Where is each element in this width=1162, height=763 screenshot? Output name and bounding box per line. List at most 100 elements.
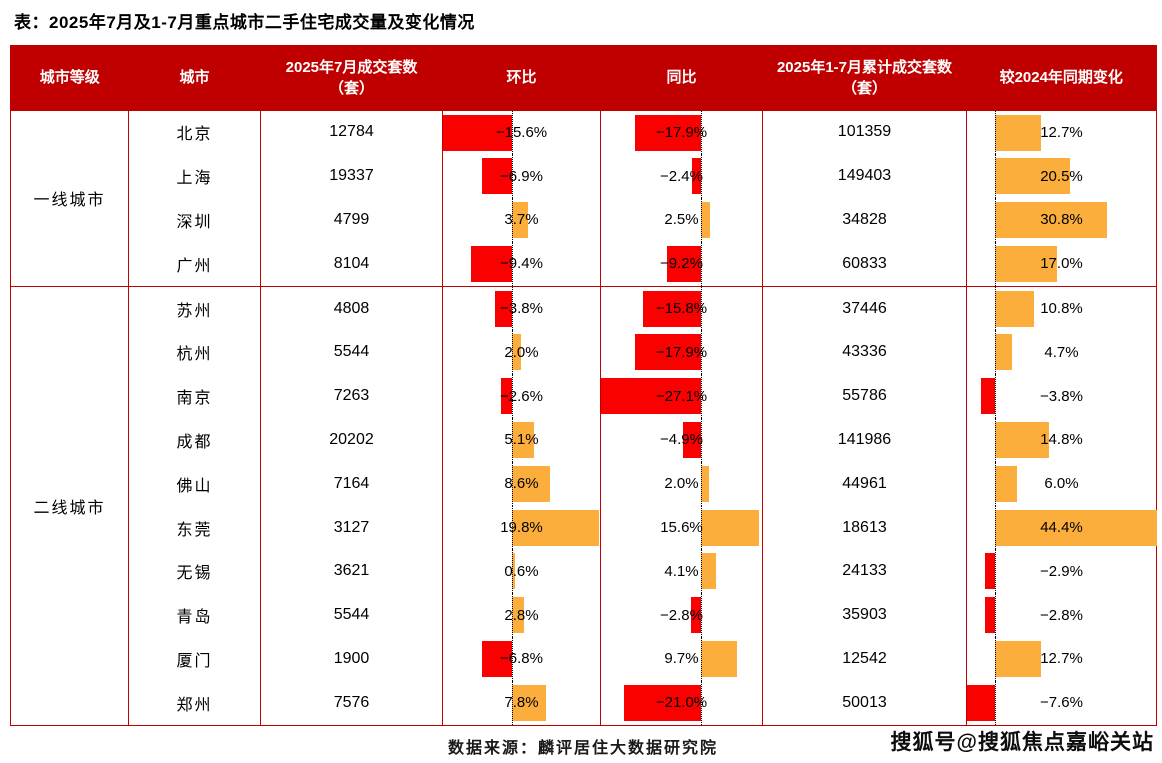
- yoy-value-label: −2.8%: [660, 606, 703, 624]
- page-title: 表：2025年7月及1-7月重点城市二手住宅成交量及变化情况: [14, 13, 475, 32]
- cell-city: 郑州: [128, 680, 261, 726]
- zero-axis-line: [995, 637, 997, 681]
- cell-mom: 2.8%: [442, 593, 601, 638]
- cell-mom: −6.9%: [442, 154, 601, 199]
- cell-cum-sales: 141986: [762, 418, 967, 462]
- positive-bar: [995, 465, 1017, 502]
- table-row: 一线城市 北京 12784 −15.6% −17.9% 101359 12.7%: [10, 110, 1157, 287]
- cell-yoy: −17.9%: [600, 110, 763, 155]
- cell-city: 无锡: [128, 549, 261, 594]
- mom-value-label: −2.6%: [500, 387, 543, 405]
- negative-bar: [690, 597, 702, 634]
- cell-cum-sales: 101359: [762, 110, 967, 155]
- yoy-value-label: 4.1%: [664, 562, 699, 580]
- zero-axis-line: [701, 549, 703, 594]
- cell-cum-sales: 18613: [762, 505, 967, 550]
- zero-axis-line: [701, 593, 703, 638]
- yoy-value-label: −21.0%: [655, 694, 708, 712]
- positive-bar: [995, 334, 1013, 371]
- yoy-value-label: 15.6%: [660, 519, 703, 537]
- cell-cum-sales: 149403: [762, 154, 967, 199]
- zero-axis-line: [995, 505, 997, 550]
- positive-bar: [512, 553, 515, 590]
- cell-city: 北京: [128, 110, 261, 155]
- cell-mom: −2.6%: [442, 374, 601, 419]
- zero-axis-line: [701, 505, 703, 550]
- positive-bar: [512, 465, 550, 502]
- zero-axis-line: [512, 549, 514, 594]
- negative-bar: [642, 290, 702, 327]
- zero-axis-line: [995, 198, 997, 242]
- negative-bar: [667, 245, 702, 282]
- zero-axis-line: [701, 110, 703, 155]
- cell-city: 杭州: [128, 330, 261, 375]
- cell-yoy: 2.5%: [600, 198, 763, 242]
- col-header-jul_sales: 2025年7月成交套数（套）: [260, 45, 443, 111]
- header-row: 城市等级 城市 2025年7月成交套数（套） 环比 同比 2025年1-7月累计成交套数（…: [10, 45, 1157, 111]
- cum_change-value-label: −3.8%: [1040, 387, 1083, 405]
- cell-jul-sales: 7164: [260, 461, 443, 506]
- zero-axis-line: [995, 154, 997, 199]
- cum_change-value-label: −2.8%: [1040, 606, 1083, 624]
- zero-axis-line: [995, 461, 997, 506]
- cell-cum-sales: 43336: [762, 330, 967, 375]
- cell-mom: −3.8%: [442, 285, 601, 331]
- positive-bar: [701, 202, 711, 239]
- zero-axis-line: [512, 637, 514, 681]
- cell-jul-sales: 4808: [260, 285, 443, 331]
- cell-yoy: −2.8%: [600, 593, 763, 638]
- cell-yoy: 9.7%: [600, 637, 763, 681]
- col-header-mom: 环比: [442, 45, 601, 111]
- table-row: 南京 7263 −2.6% −27.1% 55786 −3.8%: [11, 374, 1157, 419]
- zero-axis-line: [701, 418, 703, 462]
- cell-cum-sales: 37446: [762, 285, 967, 331]
- cell-cum-sales: 55786: [762, 374, 967, 419]
- zero-axis-line: [995, 374, 997, 419]
- cum_change-value-label: 20.5%: [1040, 167, 1083, 185]
- yoy-value-label: −17.9%: [655, 343, 708, 361]
- cell-mom: 3.7%: [442, 198, 601, 242]
- zero-axis-line: [512, 154, 514, 199]
- cum_change-value-label: 17.0%: [1040, 255, 1083, 273]
- col-header-tier: 城市等级: [10, 45, 129, 111]
- zero-axis-line: [512, 110, 514, 155]
- cell-city: 南京: [128, 374, 261, 419]
- table-row: 杭州 5544 2.0% −17.9% 43336 4.7%: [11, 330, 1157, 375]
- yoy-value-label: −27.1%: [655, 387, 708, 405]
- cum_change-value-label: 44.4%: [1040, 519, 1083, 537]
- col-header-city: 城市: [128, 45, 261, 111]
- negative-bar: [692, 158, 702, 195]
- cum_change-value-label: −2.9%: [1040, 562, 1083, 580]
- cell-yoy: 2.0%: [600, 461, 763, 506]
- yoy-value-label: −2.4%: [660, 167, 703, 185]
- negative-bar: [967, 684, 996, 721]
- yoy-value-label: 2.5%: [664, 211, 699, 229]
- yoy-value-label: −4.9%: [660, 431, 703, 449]
- zero-axis-line: [701, 154, 703, 199]
- table-row: 东莞 3127 19.8% 15.6% 18613 44.4%: [11, 505, 1157, 550]
- zero-axis-line: [701, 374, 703, 419]
- positive-bar: [701, 465, 709, 502]
- zero-axis-line: [995, 593, 997, 638]
- positive-bar: [995, 290, 1035, 327]
- negative-bar: [623, 684, 702, 721]
- zero-axis-line: [701, 461, 703, 506]
- yoy-value-label: −9.2%: [660, 255, 703, 273]
- negative-bar: [984, 597, 996, 634]
- table-body: 一线城市 北京 12784 −15.6% −17.9% 101359 12.7% 上海 1933…: [10, 110, 1157, 726]
- negative-bar: [481, 158, 513, 195]
- positive-bar: [512, 684, 547, 721]
- zero-axis-line: [995, 241, 997, 286]
- positive-bar: [701, 641, 738, 678]
- mom-value-label: −15.6%: [495, 123, 548, 141]
- cell-mom: 19.8%: [442, 505, 601, 550]
- table-row: 成都 20202 5.1% −4.9% 141986 14.8%: [11, 418, 1157, 462]
- mom-value-label: −3.8%: [500, 300, 543, 318]
- negative-bar: [443, 114, 513, 151]
- zero-axis-line: [701, 241, 703, 286]
- cell-cum_change: −3.8%: [966, 374, 1157, 419]
- cell-cum-sales: 24133: [762, 549, 967, 594]
- mom-value-label: 19.8%: [500, 519, 543, 537]
- cell-mom: −9.4%: [442, 241, 601, 287]
